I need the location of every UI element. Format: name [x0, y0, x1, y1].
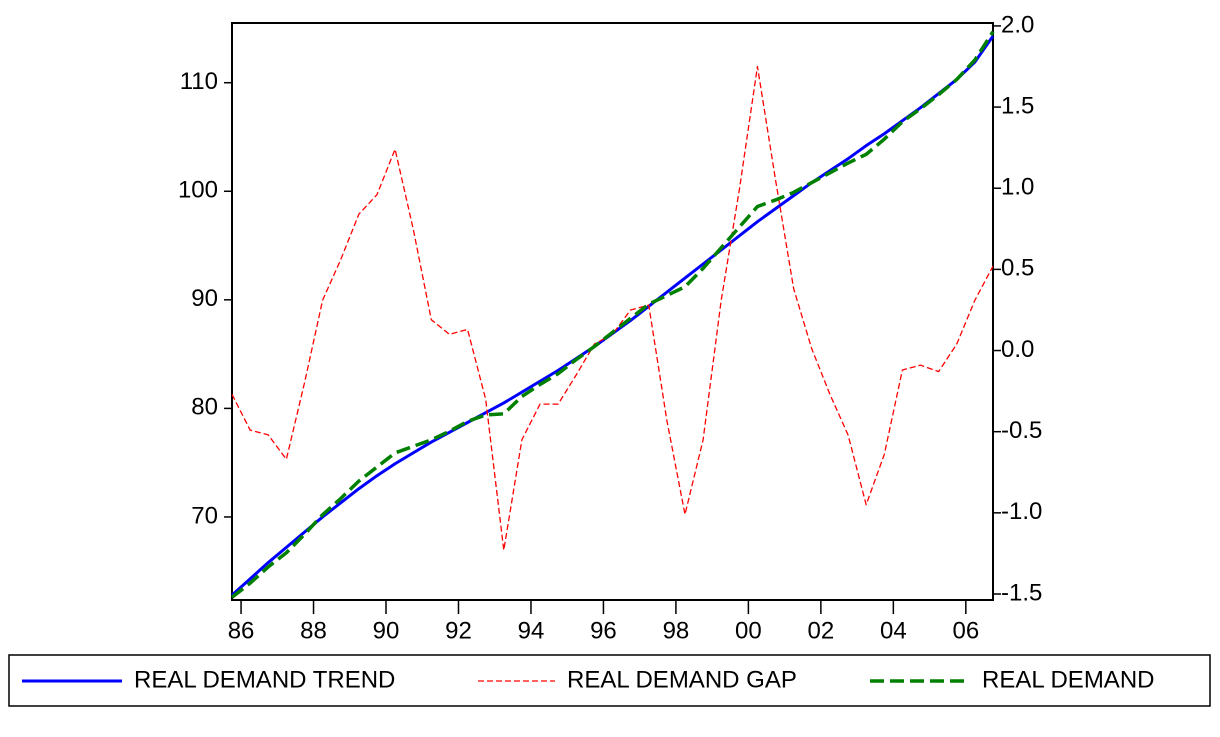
y-tick-label: 90	[191, 285, 218, 312]
x-tick-label: 94	[518, 617, 545, 644]
y2-tick-label: -0.5	[1001, 417, 1042, 444]
plot-frame	[231, 22, 994, 601]
x-tick-label: 00	[735, 617, 762, 644]
legend-label: REAL DEMAND	[982, 666, 1154, 693]
x-tick-label: 02	[808, 617, 835, 644]
y-tick-label: 110	[180, 68, 218, 95]
x-tick-label: 04	[880, 617, 907, 644]
x-tick-label: 90	[373, 617, 400, 644]
legend-label: REAL DEMAND TREND	[134, 666, 395, 693]
legend-label: REAL DEMAND GAP	[567, 666, 797, 693]
x-tick-label: 92	[445, 617, 472, 644]
y-tick-label: 80	[191, 394, 218, 421]
x-tick-label: 88	[300, 617, 327, 644]
legend-box	[8, 654, 1211, 707]
y-tick-label: 100	[178, 177, 218, 204]
x-tick-label: 96	[590, 617, 617, 644]
y2-tick-label: 2.0	[1001, 11, 1034, 38]
y2-tick-label: 0.5	[1001, 255, 1034, 282]
series-line	[231, 65, 994, 551]
x-tick-label: 86	[228, 617, 255, 644]
y2-tick-label: 0.0	[1001, 336, 1034, 363]
x-tick-label: 06	[952, 617, 979, 644]
y-tick-label: 70	[191, 502, 218, 529]
x-tick-label: 98	[663, 617, 690, 644]
y2-tick-label: 1.5	[1001, 92, 1034, 119]
y2-tick-label: -1.5	[1001, 579, 1042, 606]
series-line	[230, 35, 995, 597]
y2-tick-label: 1.0	[1001, 174, 1034, 201]
y2-tick-label: -1.0	[1001, 498, 1042, 525]
series-line	[230, 30, 995, 599]
